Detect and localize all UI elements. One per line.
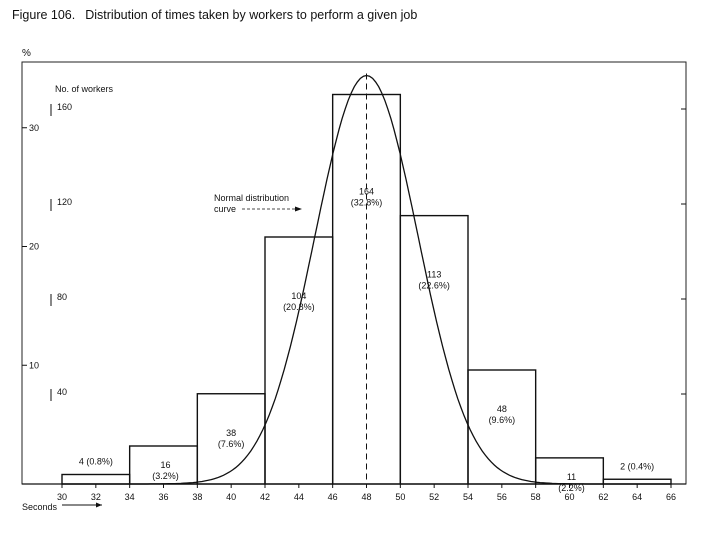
curve-label-line-2: curve [214,204,236,214]
x-tick-label-58: 58 [531,492,541,502]
y-percent-tick-label-10: 10 [29,360,39,370]
curve-label-arrow-head [295,206,302,212]
y-workers-tick-label-40: 40 [57,387,67,397]
figure-title-text: Distribution of times taken by workers t… [85,8,418,22]
x-tick-label-64: 64 [632,492,642,502]
x-tick-label-52: 52 [429,492,439,502]
bar-count-label-50: 113 [427,270,441,280]
x-tick-label-46: 46 [328,492,338,502]
x-tick-label-44: 44 [294,492,304,502]
x-tick-label-60: 60 [564,492,574,502]
bar-count-label-58: 11 [567,472,576,482]
x-tick-label-62: 62 [598,492,608,502]
x-tick-label-36: 36 [158,492,168,502]
y-percent-tick-label-30: 30 [29,123,39,133]
y-workers-tick-label-120: 120 [57,197,72,207]
y-axis-title-percent: % [22,48,31,59]
bar-count-label-54: 48 [497,404,507,414]
bar-count-label-46: 164 [359,187,374,197]
bar-pct-label-54: (9.6%) [489,415,516,425]
bar-pct-label-50: (22.6%) [418,281,450,291]
x-tick-label-54: 54 [463,492,473,502]
bar-54-58 [467,369,537,485]
bar-count-label-42: 104 [291,291,306,301]
axes-layer: 30 32 34 36 38 40 42 44 46 48 50 52 54 56 58 60 62 64 66 Se… [22,48,686,512]
x-tick-label-42: 42 [260,492,270,502]
x-tick-label-48: 48 [361,492,371,502]
x-axis-arrow-head [96,502,102,508]
x-tick-label-66: 66 [666,492,676,502]
bar-42-46 [264,236,334,485]
x-tick-label-38: 38 [192,492,202,502]
curve-label-line-1: Normal distribution [214,193,289,203]
bar-pct-label-46: (32.8%) [351,198,383,208]
bar-30-34 [61,473,131,485]
bar-label-30: 4 (0.8%) [79,457,113,467]
x-axis-title: Seconds [22,502,58,512]
x-tick-label-56: 56 [497,492,507,502]
bar-count-label-38: 38 [226,428,236,438]
y-workers-tick-label-80: 80 [57,292,67,302]
bar-62-66 [602,478,672,485]
labels-layer: 4 (0.8%) 16(3.2%) 38(7.6%) 104(20.8%) 164(32… [79,187,654,493]
x-tick-label-32: 32 [91,492,101,502]
bar-pct-label-38: (7.6%) [218,439,245,449]
bar-pct-label-34: (3.2%) [152,471,179,481]
x-tick-label-34: 34 [125,492,135,502]
y-axis-title-workers: No. of workers [55,84,114,94]
bar-50-54 [399,214,469,485]
bar-pct-label-58: (2.2%) [558,483,585,493]
figure-number: Figure 106. [12,8,76,22]
x-tick-label-30: 30 [57,492,67,502]
bar-pct-label-42: (20.8%) [283,302,315,312]
y-workers-tick-label-160: 160 [57,102,72,112]
bar-count-label-34: 16 [160,460,170,470]
plot-frame [21,61,687,485]
x-tick-label-40: 40 [226,492,236,502]
figure-title: Figure 106. Distribution of times taken b… [12,8,417,22]
bar-label-62: 2 (0.4%) [620,461,654,471]
x-tick-label-50: 50 [395,492,405,502]
y-percent-tick-label-20: 20 [29,242,39,252]
